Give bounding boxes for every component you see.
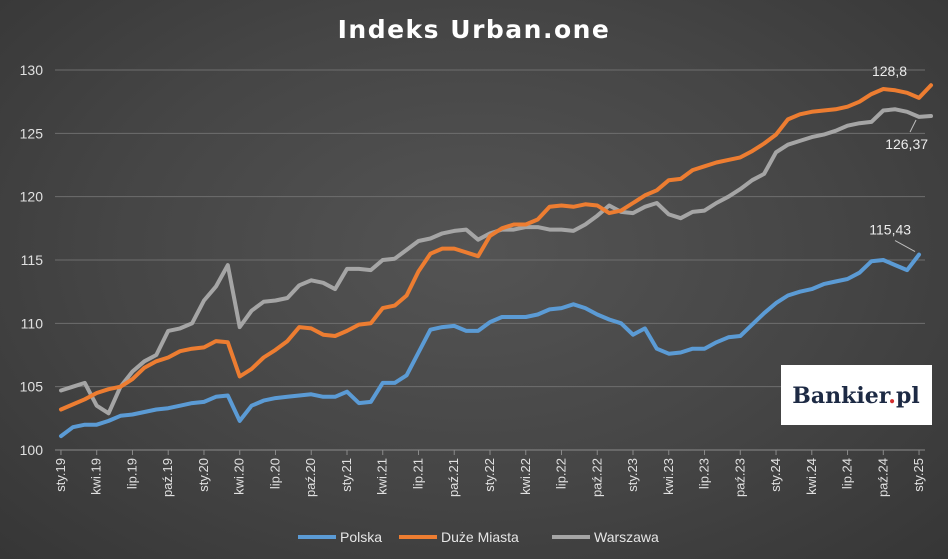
y-tick-label: 100 — [20, 442, 44, 458]
x-tick-label: paź.19 — [160, 458, 175, 497]
series-lines — [59, 83, 933, 439]
x-tick-label: sty.19 — [53, 458, 68, 492]
y-tick-label: 125 — [20, 125, 44, 141]
series-line-duze-miasta — [59, 83, 933, 412]
legend-label-warszawa: Warszawa — [594, 529, 659, 545]
x-tick-label: lip.19 — [124, 458, 139, 489]
x-tick-label: paź.24 — [875, 458, 890, 497]
annotation-duze-miasta: 128,8 — [872, 63, 907, 79]
x-tick-label: sty.20 — [196, 458, 211, 492]
x-tick-label: paź.21 — [446, 458, 461, 497]
y-tick-label: 115 — [21, 252, 44, 268]
x-tick-label: sty.21 — [339, 458, 354, 492]
y-tick-label: 105 — [20, 379, 44, 395]
x-tick-label: paź.20 — [303, 458, 318, 497]
x-tick-label: sty.24 — [768, 458, 783, 492]
legend: Polska Duże Miasta Warszawa — [298, 529, 659, 545]
chart-title: Indeks Urban.one — [338, 15, 611, 44]
x-tick-label: lip.20 — [267, 458, 282, 489]
logo-text: Bankier.pl — [792, 383, 919, 409]
x-tick-label: lip.22 — [554, 458, 569, 489]
annotation-warszawa: 126,37 — [885, 136, 928, 152]
logo-background — [781, 365, 932, 425]
x-tick-label: kwi.24 — [804, 458, 819, 495]
y-tick-label: 110 — [21, 315, 44, 331]
annotation-polska: 115,43 — [869, 222, 911, 238]
annotation-leader-polska — [894, 240, 916, 252]
data-annotations: 128,8 126,37 115,43 — [869, 63, 928, 252]
bankier-logo: Bankier.pl — [781, 365, 932, 425]
x-tick-label: sty.23 — [625, 458, 640, 492]
y-axis-ticks: 100 105 110 115 120 125 130 — [20, 62, 44, 458]
legend-label-duze-miasta: Duże Miasta — [441, 529, 519, 545]
x-tick-label: kwi.20 — [232, 458, 247, 495]
series-line-polska — [59, 252, 921, 439]
x-tick-label: lip.21 — [410, 458, 425, 489]
x-tick-label: paź.22 — [589, 458, 604, 497]
legend-label-polska: Polska — [340, 529, 382, 545]
x-tick-label: paź.23 — [732, 458, 747, 497]
x-tick-label: lip.23 — [697, 458, 712, 489]
y-tick-label: 130 — [20, 62, 44, 78]
x-tick-label: kwi.23 — [661, 458, 676, 495]
x-tick-label: sty.22 — [482, 458, 497, 492]
x-tick-label: lip.24 — [840, 458, 855, 489]
x-tick-label: kwi.22 — [518, 458, 533, 495]
x-axis-ticks: sty.19 kwi.19 lip.19 paź.19 sty.20 kwi.20 lip.… — [53, 450, 926, 497]
x-tick-label: sty.25 — [911, 458, 926, 492]
x-tick-label: kwi.21 — [375, 458, 390, 495]
y-tick-label: 120 — [20, 189, 44, 205]
annotation-leader-warszawa — [909, 119, 917, 133]
x-tick-label: kwi.19 — [89, 458, 104, 495]
